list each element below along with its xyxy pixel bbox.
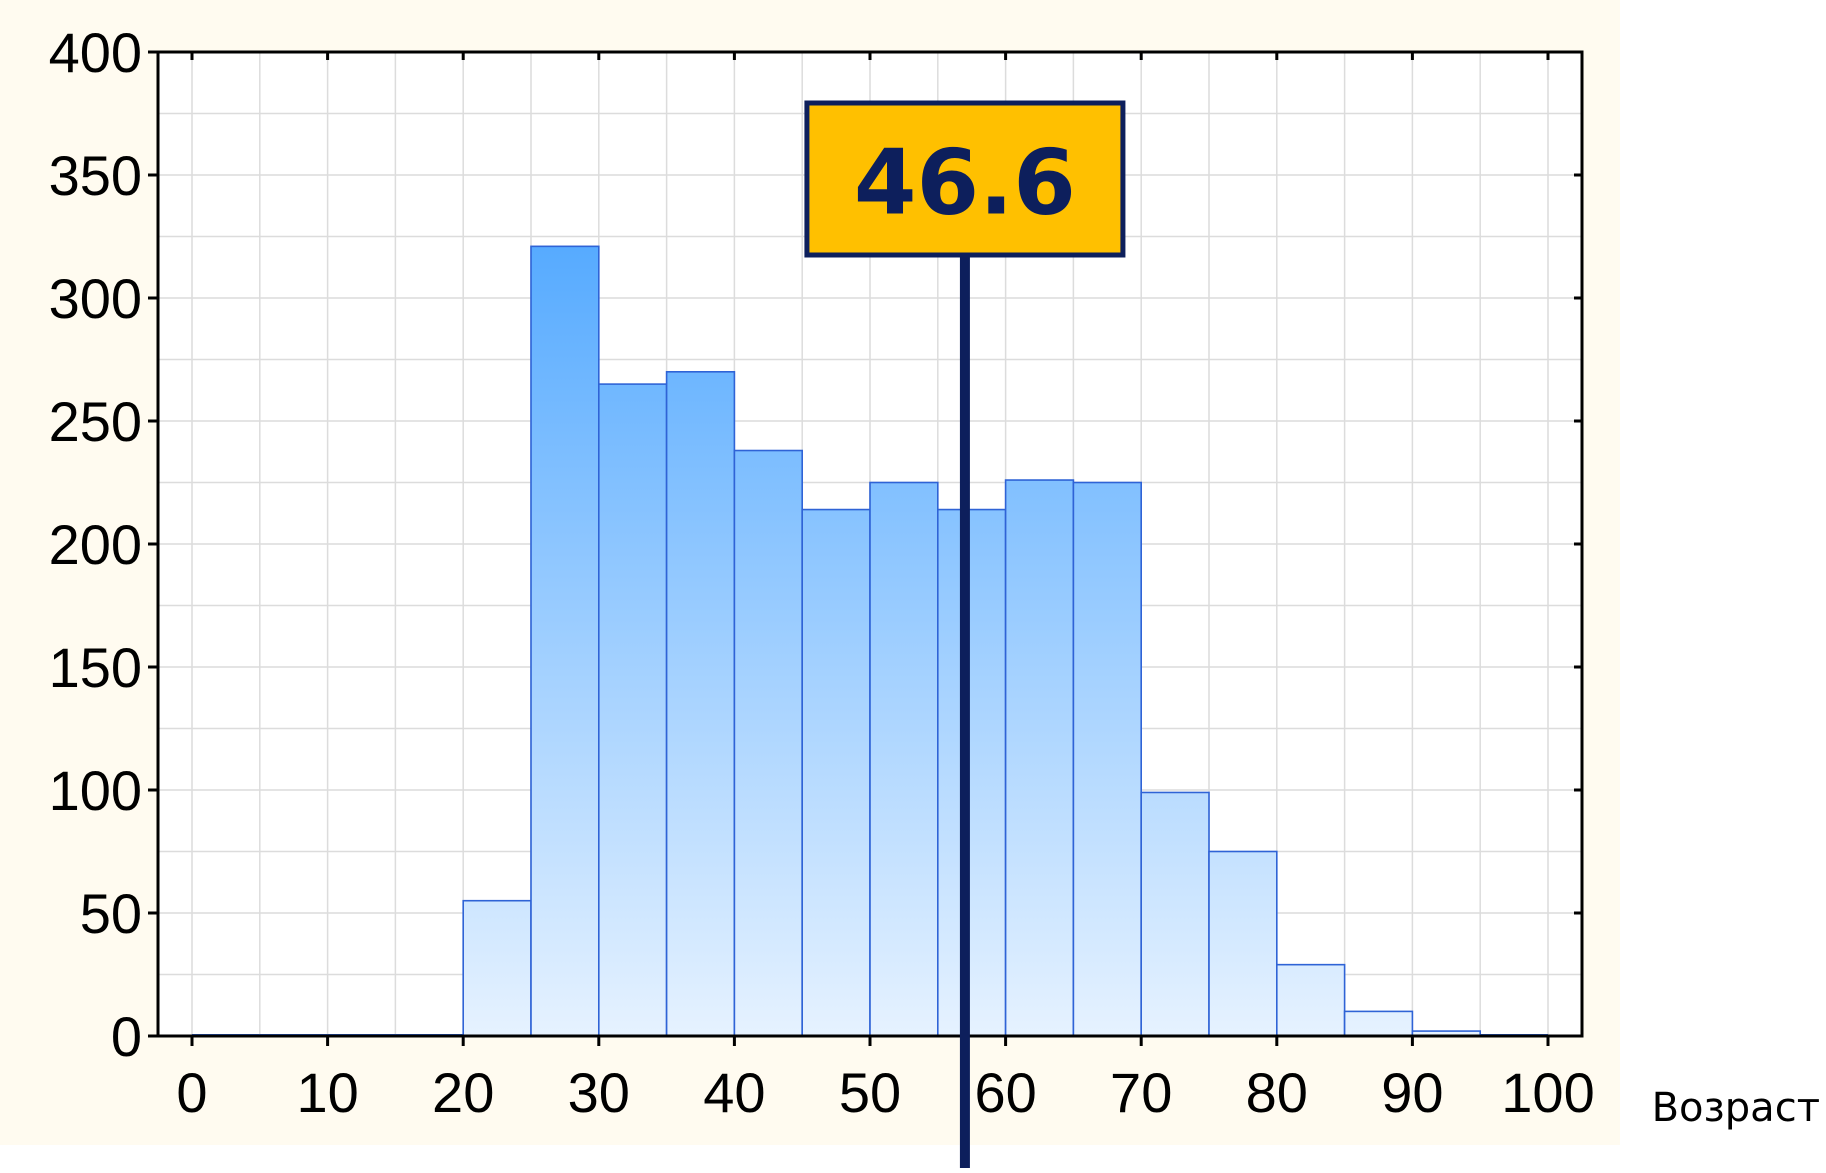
x-tick-label: 100 [1501, 1061, 1594, 1124]
x-tick-label: 10 [296, 1061, 358, 1124]
y-tick-label: 50 [80, 882, 142, 945]
x-tick-label: 20 [432, 1061, 494, 1124]
y-tick-label: 150 [49, 636, 142, 699]
y-tick-label: 300 [49, 267, 142, 330]
y-tick-label: 100 [49, 759, 142, 822]
x-tick-label: 70 [1110, 1061, 1172, 1124]
x-tick-label: 30 [568, 1061, 630, 1124]
histogram-bar [1343, 1010, 1414, 1037]
y-tick-label: 0 [111, 1005, 142, 1068]
histogram-bar [1140, 791, 1210, 1037]
x-tick-label: 40 [703, 1061, 765, 1124]
x-tick-label: 80 [1246, 1061, 1308, 1124]
marker-label: 46.6 [854, 131, 1076, 236]
histogram-bar [733, 449, 804, 1037]
histogram-bar [665, 370, 736, 1037]
histogram-bar [597, 383, 668, 1037]
y-tick-label: 350 [49, 144, 142, 207]
histogram-bar [1072, 481, 1143, 1037]
x-tick-label: 60 [974, 1061, 1036, 1124]
x-tick-label: 90 [1381, 1061, 1443, 1124]
y-tick-label: 250 [49, 390, 142, 453]
histogram-bar [936, 508, 1007, 1037]
histogram-bar [1004, 479, 1075, 1037]
x-tick-label: 50 [839, 1061, 901, 1124]
histogram-bar [1208, 850, 1278, 1037]
x-tick-label: 0 [176, 1061, 207, 1124]
marker-label-box [804, 100, 1126, 258]
tick-labels: 0 10 20 30 40 50 60 70 80 90 100 0 50 100 150 200 250 300… [49, 21, 1595, 1124]
histogram-bar [801, 508, 871, 1037]
y-tick-label: 400 [49, 21, 142, 84]
x-axis-label: Возраст [1652, 1085, 1820, 1131]
histogram-bar [869, 481, 939, 1037]
mean-marker: 46.6 [804, 100, 1126, 1168]
histogram-bars [192, 245, 1548, 1037]
y-tick-label: 200 [49, 513, 142, 576]
histogram-bar [530, 245, 600, 1037]
histogram-bar [462, 899, 532, 1037]
histogram-bar [1276, 963, 1346, 1037]
